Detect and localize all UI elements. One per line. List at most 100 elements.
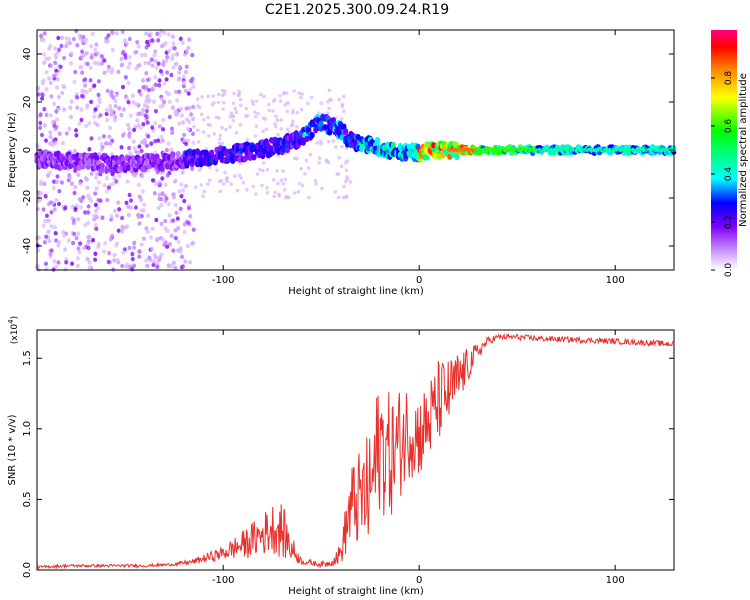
heatmap-noise-cell xyxy=(63,247,67,252)
heatmap-noise-cell xyxy=(162,99,167,105)
heatmap-noise-cell xyxy=(299,107,304,112)
heatmap-noise-cell xyxy=(93,251,98,256)
heatmap-noise-cell xyxy=(178,249,183,254)
heatmap-noise-cell xyxy=(137,144,142,149)
heatmap-noise-cell xyxy=(93,202,98,208)
heatmap-noise-cell xyxy=(163,218,168,224)
heatmap-noise-cell xyxy=(98,113,103,118)
heatmap-noise-cell xyxy=(96,92,101,98)
heatmap-noise-cell xyxy=(130,267,135,272)
heatmap-noise-cell xyxy=(261,169,265,173)
heatmap-noise-cell xyxy=(144,31,149,36)
heatmap-noise-cell xyxy=(39,179,44,185)
heatmap-noise-cell xyxy=(92,60,97,66)
heatmap-noise-cell xyxy=(95,51,100,56)
heatmap-noise-cell xyxy=(73,185,78,190)
heatmap-noise-cell xyxy=(42,60,47,65)
heatmap-noise-cell xyxy=(120,263,125,269)
heatmap-noise-cell xyxy=(186,45,191,51)
heatmap-noise-cell xyxy=(264,127,269,131)
heatmap-noise-cell xyxy=(89,198,94,203)
heatmap-noise-cell xyxy=(127,61,132,66)
heatmap-noise-cell xyxy=(72,148,77,154)
heatmap-noise-cell xyxy=(63,267,68,272)
heatmap-noise-cell xyxy=(173,203,178,208)
heatmap-noise-cell xyxy=(297,181,302,186)
heatmap-noise-cell xyxy=(123,38,128,43)
heatmap-noise-cell xyxy=(89,55,94,60)
heatmap-noise-cell xyxy=(151,84,156,90)
heatmap-noise-cell xyxy=(126,65,131,70)
heatmap-noise-cell xyxy=(109,70,114,75)
heatmap-noise-cell xyxy=(238,103,243,108)
heatmap-noise-cell xyxy=(44,138,48,143)
heatmap-noise-cell xyxy=(52,207,57,212)
heatmap-noise-cell xyxy=(164,147,169,153)
heatmap-noise-cell xyxy=(67,40,72,46)
heatmap-noise-cell xyxy=(77,121,82,126)
heatmap-noise-cell xyxy=(241,180,246,185)
heatmap-noise-cell xyxy=(165,55,170,60)
heatmap-noise-cell xyxy=(69,99,74,104)
heatmap-noise-cell xyxy=(142,103,147,108)
spectrogram-ytick-label: -20 xyxy=(22,190,33,206)
heatmap-noise-cell xyxy=(104,108,109,113)
heatmap-noise-cell xyxy=(256,111,260,116)
heatmap-noise-cell xyxy=(172,179,177,184)
heatmap-noise-cell xyxy=(133,205,138,210)
heatmap-noise-cell xyxy=(38,120,43,126)
heatmap-noise-cell xyxy=(113,208,117,214)
heatmap-noise-cell xyxy=(41,223,46,228)
heatmap-noise-cell xyxy=(177,121,182,126)
heatmap-noise-cell xyxy=(166,32,171,37)
heatmap-noise-cell xyxy=(52,73,56,79)
heatmap-noise-cell xyxy=(181,120,185,125)
heatmap-noise-cell xyxy=(272,194,277,199)
snr-xlabel: Height of straight line (km) xyxy=(288,586,424,597)
heatmap-noise-cell xyxy=(211,94,215,98)
heatmap-noise-cell xyxy=(244,106,248,111)
heatmap-noise-cell xyxy=(85,61,90,67)
heatmap-noise-cell xyxy=(147,87,151,93)
heatmap-noise-cell xyxy=(206,94,210,98)
heatmap-noise-cell xyxy=(83,83,88,88)
heatmap-noise-cell xyxy=(337,155,342,160)
heatmap-noise-cell xyxy=(202,189,206,194)
heatmap-noise-cell xyxy=(212,132,217,136)
heatmap-noise-cell xyxy=(144,99,149,104)
heatmap-noise-cell xyxy=(108,141,113,146)
heatmap-noise-cell xyxy=(60,140,65,146)
heatmap-noise-cell xyxy=(171,218,176,223)
heatmap-noise-cell xyxy=(185,243,190,249)
heatmap-ridge-cell xyxy=(209,149,215,156)
heatmap-noise-cell xyxy=(174,112,179,118)
heatmap-noise-cell xyxy=(275,168,279,173)
spectrogram-ylabel: Frequency (Hz) xyxy=(7,112,18,188)
heatmap-noise-cell xyxy=(178,65,183,70)
heatmap-noise-cell xyxy=(154,65,159,71)
heatmap-noise-cell xyxy=(253,115,258,119)
heatmap-noise-cell xyxy=(339,117,344,121)
heatmap-noise-cell xyxy=(339,164,344,168)
heatmap-noise-cell xyxy=(144,226,149,231)
heatmap-noise-cell xyxy=(331,139,336,143)
heatmap-noise-cell xyxy=(191,84,196,89)
spectrogram-panel: -100 0 100 -40 -20 0 20 40 Height of straight l… xyxy=(7,28,677,297)
heatmap-noise-cell xyxy=(212,101,216,105)
heatmap-noise-cell xyxy=(307,195,311,200)
heatmap-noise-cell xyxy=(255,172,260,176)
heatmap-noise-cell xyxy=(35,263,40,268)
heatmap-noise-cell xyxy=(149,57,154,62)
heatmap-noise-cell xyxy=(71,36,76,42)
heatmap-noise-cell xyxy=(215,168,219,172)
heatmap-noise-cell xyxy=(182,138,187,143)
heatmap-noise-cell xyxy=(281,169,286,173)
heatmap-noise-cell xyxy=(144,108,149,114)
heatmap-noise-cell xyxy=(92,213,97,219)
heatmap-noise-cell xyxy=(179,182,184,187)
heatmap-noise-cell xyxy=(79,107,84,112)
heatmap-noise-cell xyxy=(83,210,87,215)
heatmap-noise-cell xyxy=(188,87,193,92)
heatmap-noise-cell xyxy=(49,248,54,253)
heatmap-noise-cell xyxy=(180,254,184,259)
